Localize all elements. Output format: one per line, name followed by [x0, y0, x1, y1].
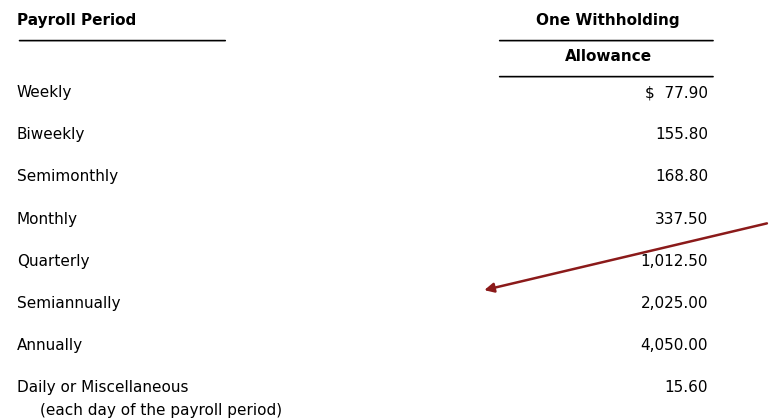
Text: 2,025.00: 2,025.00 — [641, 295, 708, 310]
Text: (each day of the payroll period): (each day of the payroll period) — [40, 403, 282, 418]
Text: Weekly: Weekly — [17, 85, 72, 101]
Text: Semiannually: Semiannually — [17, 295, 120, 310]
Text: 4,050.00: 4,050.00 — [641, 338, 708, 353]
Text: One Withholding: One Withholding — [537, 13, 680, 28]
Text: Semimonthly: Semimonthly — [17, 170, 118, 184]
Text: 1,012.50: 1,012.50 — [641, 253, 708, 269]
Text: Quarterly: Quarterly — [17, 253, 89, 269]
Text: 15.60: 15.60 — [665, 380, 708, 395]
Text: Payroll Period: Payroll Period — [17, 13, 136, 28]
Text: Annually: Annually — [17, 338, 82, 353]
Text: Daily or Miscellaneous: Daily or Miscellaneous — [17, 380, 188, 395]
Text: 168.80: 168.80 — [655, 170, 708, 184]
Text: Monthly: Monthly — [17, 212, 78, 227]
Text: Biweekly: Biweekly — [17, 127, 85, 142]
Text: $  77.90: $ 77.90 — [645, 85, 708, 101]
Text: Allowance: Allowance — [564, 49, 651, 65]
Text: 155.80: 155.80 — [655, 127, 708, 142]
Text: 337.50: 337.50 — [655, 212, 708, 227]
